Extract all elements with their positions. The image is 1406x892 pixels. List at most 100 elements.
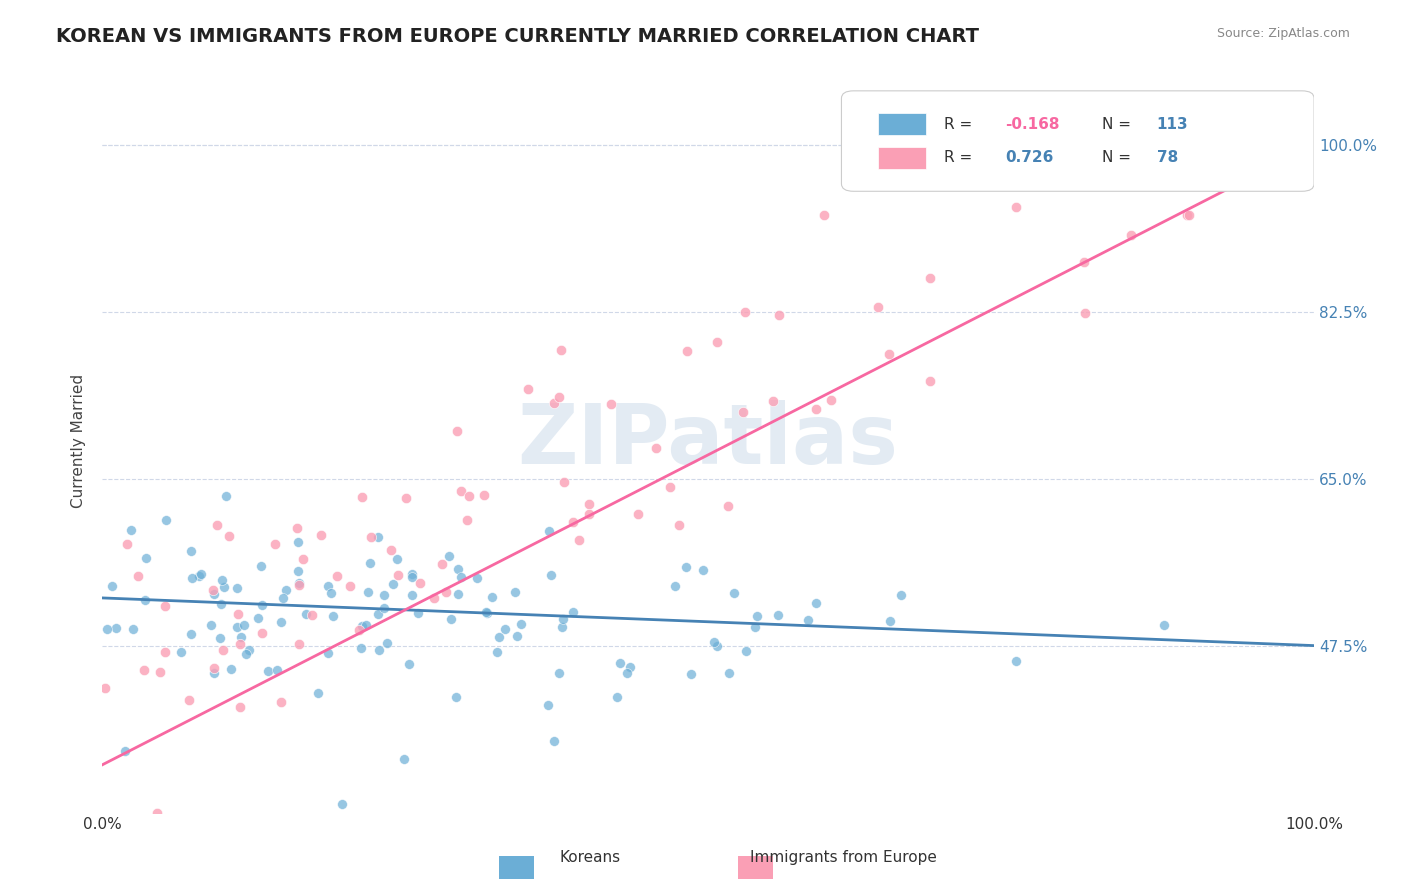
Point xyxy=(387,568,409,582)
Point xyxy=(211,573,233,587)
Point xyxy=(486,645,509,659)
Point xyxy=(294,607,316,621)
Point xyxy=(434,585,457,599)
Point xyxy=(395,491,418,506)
Point xyxy=(356,585,378,599)
Point xyxy=(287,575,309,590)
Point xyxy=(188,569,211,583)
Point xyxy=(401,567,423,582)
Point xyxy=(561,605,583,619)
Point xyxy=(437,549,460,563)
Point xyxy=(422,591,444,605)
Point xyxy=(367,530,389,544)
Point xyxy=(120,523,142,537)
Point xyxy=(114,744,136,758)
Point xyxy=(547,666,569,681)
Point xyxy=(367,607,389,621)
Point xyxy=(209,598,232,612)
Point xyxy=(692,564,714,578)
Point xyxy=(516,383,538,397)
Point xyxy=(316,579,339,593)
Point xyxy=(326,568,349,582)
Point xyxy=(105,621,128,635)
Text: ZIPatlas: ZIPatlas xyxy=(517,400,898,481)
Point xyxy=(250,559,273,574)
Point xyxy=(505,585,527,599)
Point xyxy=(1175,167,1198,181)
Point xyxy=(616,665,638,680)
Point xyxy=(734,304,756,318)
Text: R =: R = xyxy=(945,151,973,165)
Point xyxy=(209,631,232,645)
Point xyxy=(456,513,478,527)
Point xyxy=(664,579,686,593)
Point xyxy=(450,570,472,584)
FancyBboxPatch shape xyxy=(841,91,1315,191)
Point xyxy=(890,587,912,601)
Point xyxy=(920,271,942,285)
Point xyxy=(538,524,561,538)
Point xyxy=(548,390,571,404)
Point xyxy=(381,577,404,591)
Point xyxy=(703,635,725,649)
Point xyxy=(879,615,901,629)
Point xyxy=(274,583,297,598)
Point xyxy=(94,681,117,696)
Point xyxy=(373,588,395,602)
Point xyxy=(256,664,278,678)
Point xyxy=(301,607,323,622)
Point xyxy=(745,609,768,624)
Point xyxy=(359,556,381,570)
Point xyxy=(285,521,308,535)
Point xyxy=(202,587,225,601)
Point xyxy=(354,617,377,632)
Point xyxy=(212,580,235,594)
Point xyxy=(200,618,222,632)
Point xyxy=(229,637,252,651)
Point xyxy=(797,613,820,627)
Point xyxy=(430,558,453,572)
Point xyxy=(218,529,240,543)
Point xyxy=(288,637,311,651)
Point xyxy=(115,537,138,551)
Point xyxy=(238,643,260,657)
Point xyxy=(578,508,600,522)
Point xyxy=(190,566,212,581)
Point xyxy=(350,619,373,633)
Point xyxy=(477,607,499,621)
Point xyxy=(1178,208,1201,222)
Point xyxy=(446,424,468,438)
Point xyxy=(658,480,681,494)
Point xyxy=(918,374,941,388)
Text: Koreans: Koreans xyxy=(560,850,621,865)
Point xyxy=(877,346,900,360)
Point xyxy=(380,543,402,558)
Point xyxy=(270,695,292,709)
Text: N =: N = xyxy=(1102,151,1130,165)
Point xyxy=(202,582,225,597)
Point xyxy=(1119,228,1142,243)
Point xyxy=(155,645,177,659)
Text: R =: R = xyxy=(945,117,973,132)
Point xyxy=(447,562,470,576)
Point xyxy=(309,528,332,542)
Point xyxy=(675,560,697,574)
Point xyxy=(510,616,533,631)
Point xyxy=(387,552,409,566)
Point xyxy=(551,612,574,626)
Point xyxy=(122,622,145,636)
Text: N =: N = xyxy=(1102,117,1130,132)
Point xyxy=(339,579,361,593)
Point xyxy=(578,497,600,511)
Point xyxy=(228,700,250,714)
Point xyxy=(134,593,156,607)
Point xyxy=(226,607,249,621)
Text: Source: ZipAtlas.com: Source: ZipAtlas.com xyxy=(1216,27,1350,40)
Point xyxy=(273,591,295,605)
Point xyxy=(600,397,623,411)
Point xyxy=(235,647,257,661)
Point xyxy=(202,666,225,681)
Point xyxy=(706,640,728,654)
Point xyxy=(367,643,389,657)
Point xyxy=(246,611,269,625)
